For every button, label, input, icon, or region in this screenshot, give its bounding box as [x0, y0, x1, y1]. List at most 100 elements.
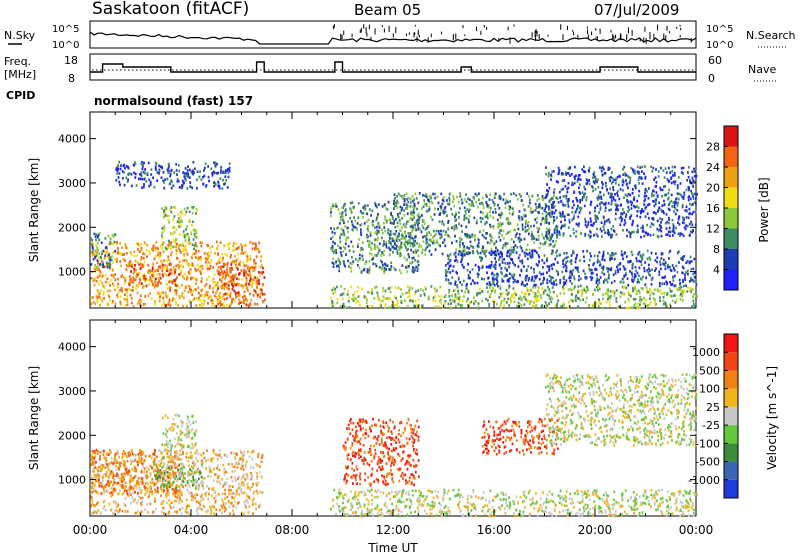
range-cell: [638, 189, 641, 193]
range-cell: [694, 223, 697, 227]
range-cell: [229, 256, 232, 259]
range-cell: [476, 272, 479, 276]
range-cell: [139, 303, 141, 306]
range-cell: [608, 208, 611, 212]
range-cell: [245, 282, 248, 285]
range-cell: [389, 290, 392, 294]
range-cell: [667, 230, 670, 234]
range-cell: [354, 257, 357, 261]
range-cell: [91, 245, 94, 249]
range-cell: [505, 274, 508, 277]
range-cell: [410, 225, 413, 228]
range-cell: [644, 215, 647, 218]
range-cell: [453, 204, 456, 208]
range-cell: [363, 222, 366, 225]
range-cell: [102, 291, 105, 294]
range-cell: [161, 207, 163, 210]
range-cell: [218, 258, 220, 262]
range-cell: [673, 203, 676, 207]
range-cell: [643, 266, 646, 270]
range-cell: [193, 232, 196, 236]
range-cell: [680, 193, 682, 197]
range-cell: [383, 226, 386, 229]
range-cell: [161, 267, 164, 270]
range-cell: [530, 230, 533, 234]
range-cell: [682, 258, 684, 262]
range-cell: [163, 300, 165, 303]
range-cell: [180, 224, 182, 227]
range-cell: [602, 225, 605, 228]
nsearch-spike: [680, 27, 682, 31]
range-cell: [605, 300, 608, 304]
range-cell: [159, 294, 162, 297]
range-cell: [400, 301, 403, 305]
range-cell: [433, 234, 436, 238]
range-cell: [130, 173, 133, 176]
range-cell: [560, 220, 562, 224]
range-cell: [540, 282, 542, 286]
range-cell: [596, 196, 599, 200]
range-cell: [448, 291, 450, 294]
range-cell: [579, 284, 582, 288]
range-cell: [109, 289, 111, 293]
range-cell: [549, 234, 551, 237]
range-cell: [159, 254, 162, 257]
range-cell: [672, 174, 674, 177]
range-cell: [491, 240, 494, 243]
range-cell: [245, 271, 247, 274]
range-cell: [676, 298, 678, 301]
range-cell: [659, 263, 662, 266]
range-cell: [97, 248, 99, 252]
range-cell: [644, 283, 647, 286]
range-cell: [374, 226, 376, 229]
range-cell: [517, 215, 520, 218]
range-cell: [691, 278, 694, 282]
range-cell: [177, 164, 180, 167]
range-cell: [643, 269, 646, 273]
range-cell: [617, 183, 620, 187]
range-cell: [509, 200, 511, 203]
range-cell: [338, 212, 341, 215]
range-cell: [610, 268, 612, 272]
range-cell: [368, 271, 371, 274]
range-cell: [90, 302, 93, 306]
range-cell: [490, 263, 493, 267]
range-cell: [337, 244, 339, 248]
range-cell: [693, 257, 696, 261]
range-cell: [555, 209, 557, 212]
range-cell: [121, 170, 124, 173]
range-cell: [106, 289, 109, 293]
range-cell: [632, 188, 634, 191]
range-cell: [537, 194, 539, 197]
range-cell: [199, 265, 202, 268]
range-cell: [146, 172, 149, 175]
range-cell: [238, 277, 240, 281]
range-cell: [604, 231, 607, 234]
range-cell: [366, 239, 369, 243]
range-cell: [350, 220, 353, 223]
range-cell: [638, 194, 640, 197]
range-cell: [334, 287, 336, 291]
range-cell: [542, 281, 544, 285]
range-cell: [347, 220, 349, 223]
range-cell: [553, 283, 555, 286]
range-cell: [93, 268, 96, 271]
range-cell: [640, 278, 643, 281]
range-cell: [563, 224, 566, 228]
range-cell: [533, 224, 535, 228]
range-cell: [601, 181, 603, 184]
range-cell: [159, 251, 162, 255]
range-cell: [505, 200, 508, 203]
range-cell: [169, 268, 172, 272]
range-cell: [245, 286, 248, 290]
range-cell: [654, 201, 657, 204]
range-cell: [200, 244, 203, 248]
range-cell: [544, 289, 547, 292]
range-cell: [110, 258, 113, 262]
range-cell: [219, 291, 222, 295]
range-cell: [505, 232, 508, 236]
range-cell: [391, 217, 394, 220]
range-cell: [608, 300, 611, 304]
range-cell: [405, 225, 407, 229]
range-cell: [412, 270, 415, 274]
